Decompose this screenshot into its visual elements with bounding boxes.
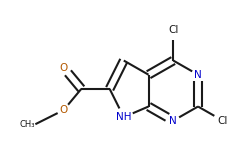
Text: O: O bbox=[60, 105, 68, 115]
Text: N: N bbox=[194, 70, 202, 80]
Text: Cl: Cl bbox=[218, 116, 228, 126]
Text: NH: NH bbox=[116, 112, 132, 122]
Text: O: O bbox=[60, 63, 68, 73]
Text: N: N bbox=[169, 116, 177, 126]
Text: Cl: Cl bbox=[168, 25, 178, 36]
Text: CH₃: CH₃ bbox=[20, 120, 35, 129]
